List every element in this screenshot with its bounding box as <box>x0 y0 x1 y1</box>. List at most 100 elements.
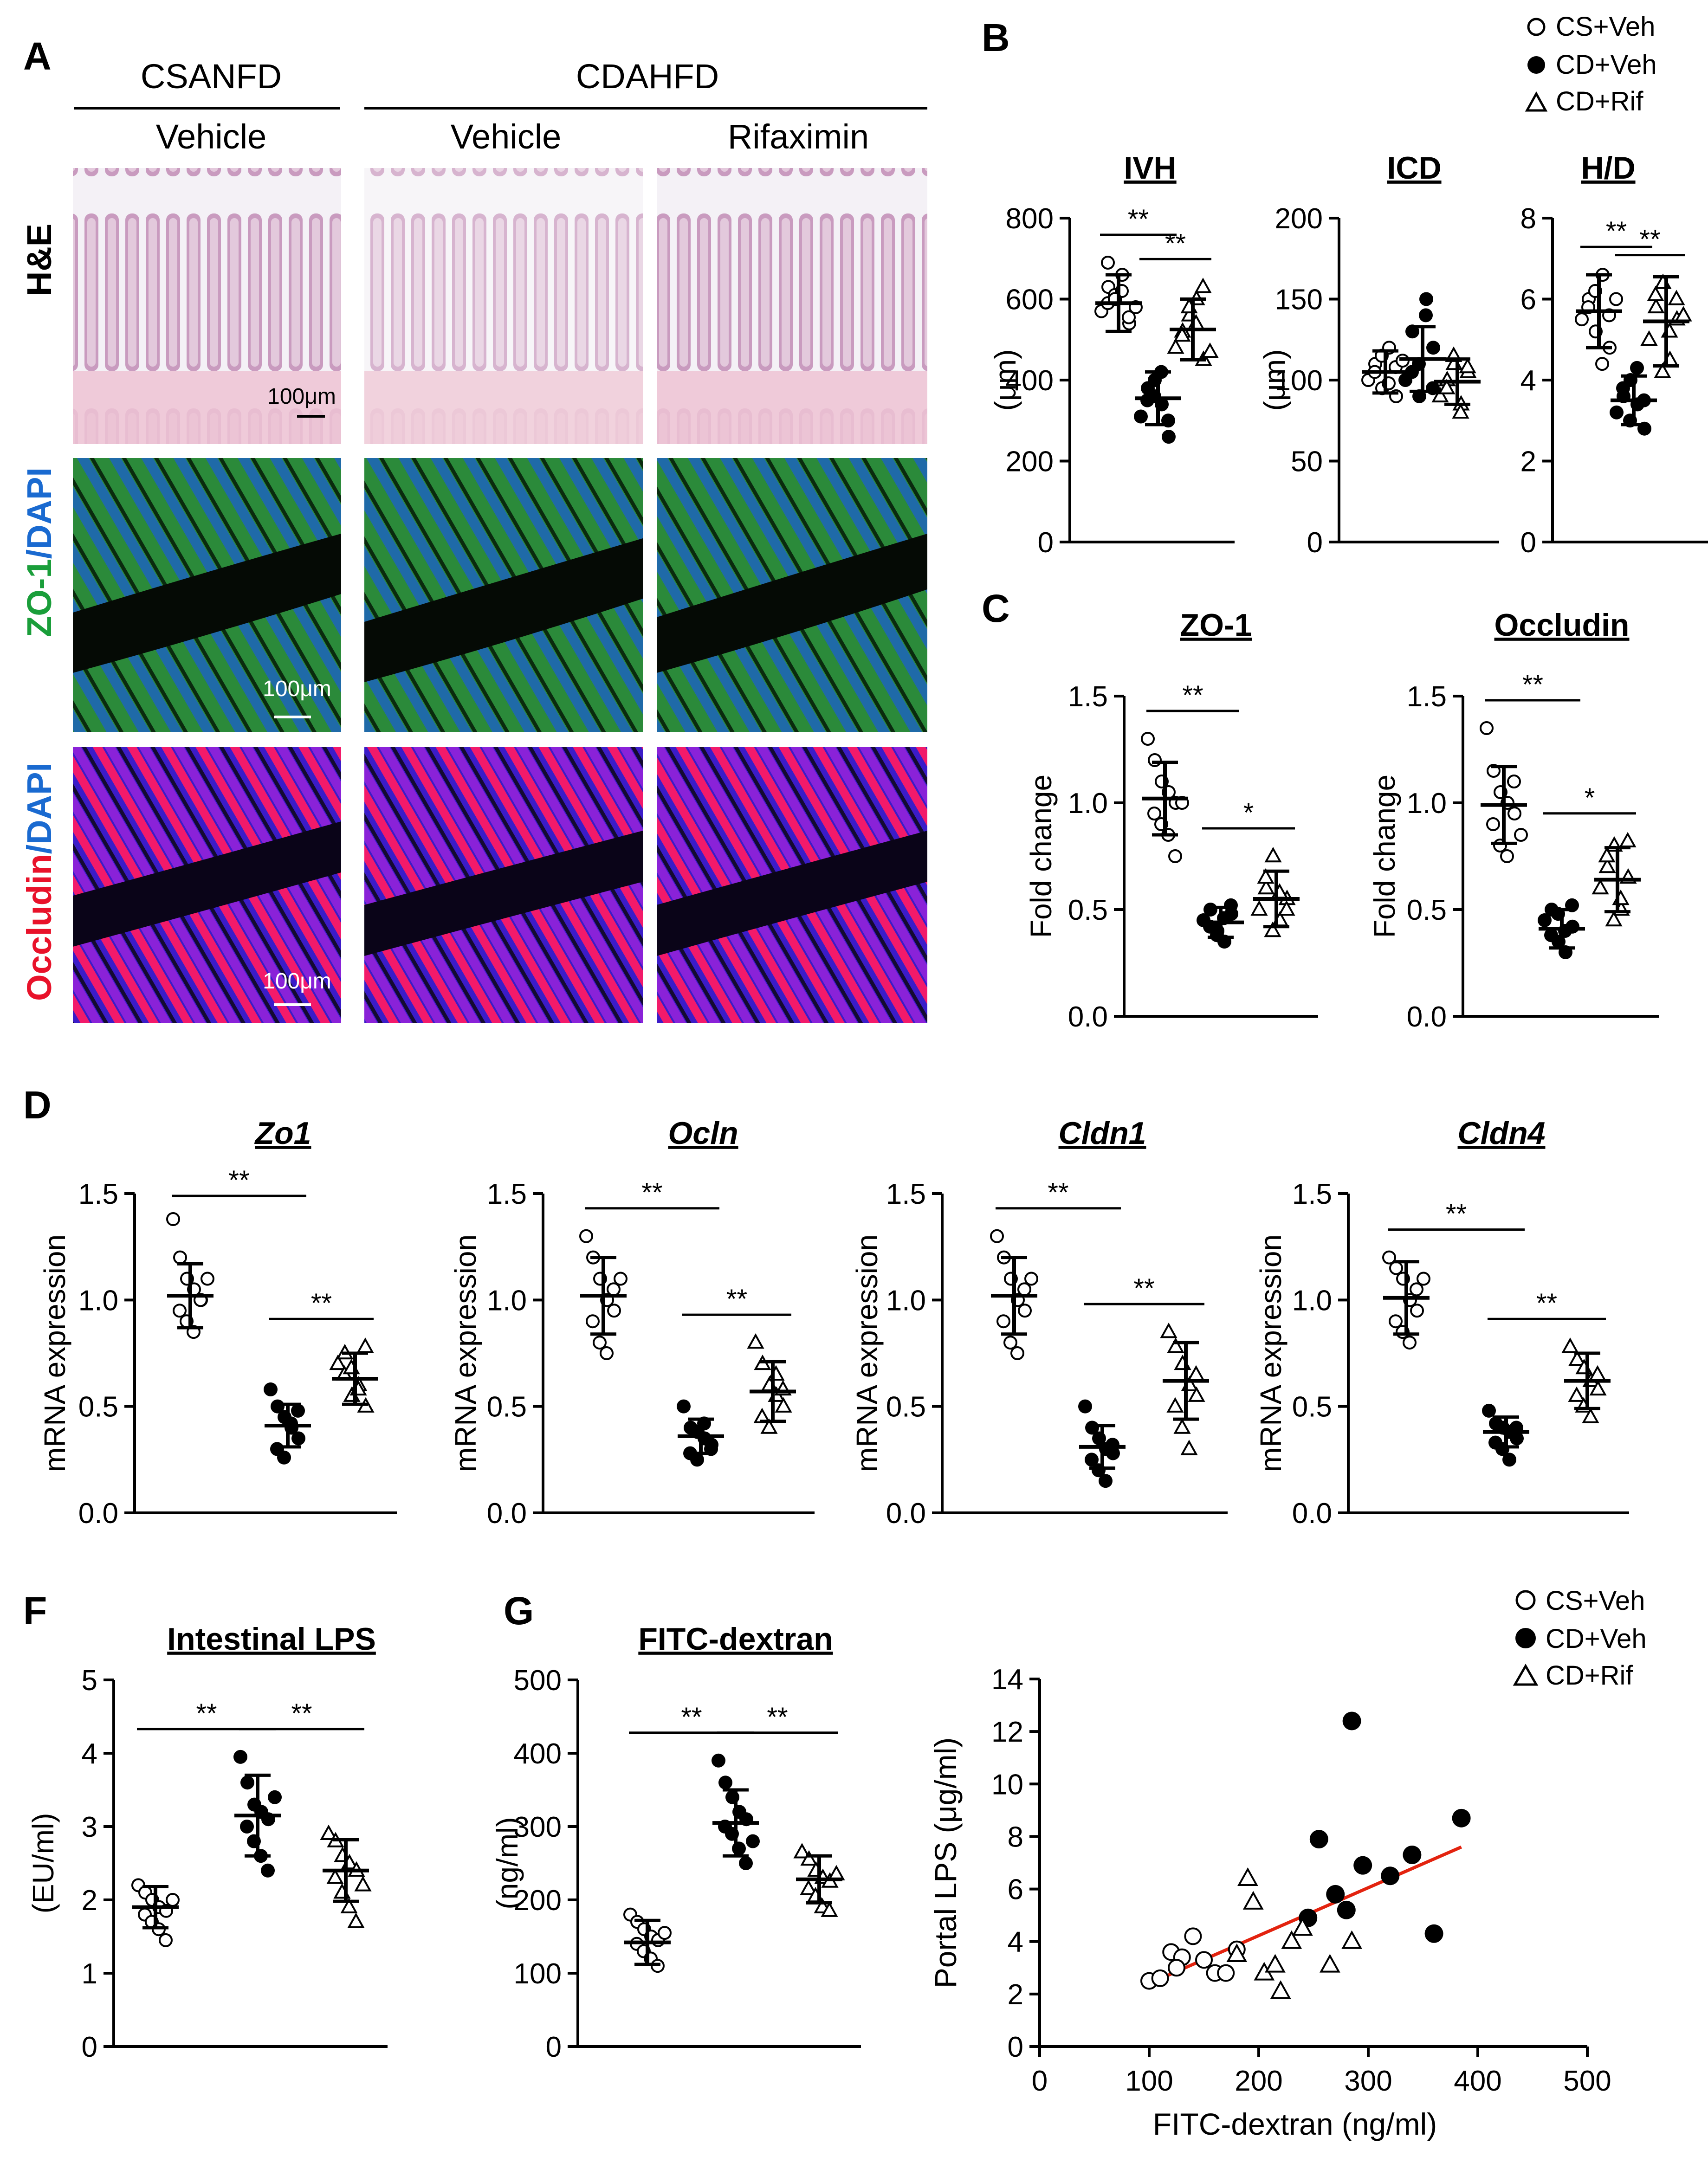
data-point-cd-rif <box>1264 921 1281 937</box>
data-point-cs-veh <box>614 1272 628 1286</box>
data-point-cd-veh <box>1078 1399 1092 1414</box>
y-tick-label: 0.5 <box>78 1391 118 1423</box>
data-point-cd-veh <box>268 1790 282 1804</box>
data-point-cs-veh <box>1195 1951 1213 1969</box>
data-point-cd-rif <box>1194 278 1212 293</box>
significance-label: ** <box>1128 204 1149 234</box>
data-point-cd-rif <box>793 1843 811 1859</box>
data-point-cd-veh <box>718 1776 732 1790</box>
data-point-cd-rif <box>800 1850 818 1866</box>
significance-label: ** <box>1536 1288 1557 1318</box>
legend-g: CS+Veh CD+Veh CD+Rif <box>1513 1586 1647 1691</box>
scale-bar-label-he: 100μm <box>267 384 336 409</box>
data-point-cd-rif <box>1654 362 1671 378</box>
data-point-cs-veh <box>173 1250 187 1265</box>
data-point-cd-rif <box>1568 1350 1586 1366</box>
significance-label: ** <box>228 1165 249 1195</box>
y-tick-label: 12 <box>991 1716 1023 1748</box>
data-point-cd-rif <box>1647 285 1664 301</box>
data-point-cd-rif <box>775 1397 792 1413</box>
y-tick-label: 0 <box>1520 527 1536 559</box>
data-point-cd-veh <box>291 1431 305 1446</box>
col-label-vehicle-cs: Vehicle <box>156 117 267 156</box>
y-tick-label: 100 <box>514 1958 562 1990</box>
y-tick-label: 0.5 <box>1292 1391 1332 1423</box>
data-point-cs-veh <box>658 1926 672 1940</box>
data-point-cd-veh <box>1502 1453 1516 1467</box>
y-tick-label: 150 <box>1275 284 1323 316</box>
data-point-cd-veh <box>261 1863 275 1878</box>
y-tick-label: 3 <box>82 1811 97 1843</box>
y-tick-label: 0.0 <box>1407 1001 1447 1033</box>
data-point-cs-veh <box>1003 1336 1017 1350</box>
data-point-cs-veh <box>1389 1314 1403 1329</box>
data-point-cd-rif <box>356 1337 374 1353</box>
data-point-cs-veh <box>1507 807 1521 820</box>
data-point-cd-rif <box>1270 1980 1291 1999</box>
y-tick-label: 0 <box>1008 2031 1023 2063</box>
y-tick-label: 8 <box>1008 1821 1023 1853</box>
y-tick-label: 1.0 <box>1292 1285 1332 1317</box>
data-point-cd-rif <box>1459 357 1476 374</box>
data-point-cs-veh <box>201 1272 214 1286</box>
data-point-cs-veh <box>166 1212 180 1227</box>
legend-g-label-cs-veh: CS+Veh <box>1546 1586 1645 1616</box>
x-tick-label: 200 <box>1235 2065 1282 2097</box>
data-point-cs-veh <box>1507 775 1521 788</box>
y-tick-label: 2 <box>1520 446 1536 478</box>
y-tick-label: 0.5 <box>1407 894 1447 926</box>
data-point-cd-veh <box>746 1834 760 1848</box>
data-point-cs-veh <box>593 1336 607 1350</box>
x-tick-label: 100 <box>1125 2065 1173 2097</box>
chart-title-b2: ICD <box>1387 150 1441 186</box>
y-tick-label: 200 <box>1275 203 1323 235</box>
y-axis-label: mRNA expression <box>1254 1234 1287 1472</box>
significance-label: ** <box>1522 670 1543 700</box>
data-point-cd-veh <box>1630 361 1644 375</box>
data-point-cd-veh <box>1099 1474 1113 1488</box>
y-tick-label: 0 <box>1038 527 1054 559</box>
data-point-cd-rif <box>1598 857 1616 873</box>
data-point-cs-veh <box>607 1282 621 1297</box>
data-point-cs-veh <box>1410 1304 1424 1318</box>
significance-label: ** <box>311 1288 332 1318</box>
significance-label: ** <box>1606 216 1627 246</box>
data-point-cd-rif <box>1589 1365 1606 1381</box>
legend-g-label-cd-rif: CD+Rif <box>1546 1660 1633 1691</box>
data-point-cd-rif <box>1237 1867 1258 1886</box>
data-point-cs-veh <box>159 1933 173 1947</box>
y-tick-label: 2 <box>82 1885 97 1917</box>
y-tick-label: 1.5 <box>886 1178 926 1210</box>
y-tick-label: 1.5 <box>78 1178 118 1210</box>
data-point-cd-veh <box>1106 1438 1119 1452</box>
y-tick-label: 1.0 <box>487 1285 527 1317</box>
data-point-cd-rif <box>800 1879 817 1895</box>
col-label-rifaximin: Rifaximin <box>728 117 869 156</box>
significance-label: ** <box>1133 1273 1154 1304</box>
panel-letter-a: A <box>23 34 52 78</box>
data-point-cd-veh <box>690 1453 704 1467</box>
data-point-cd-veh <box>1544 928 1558 943</box>
data-point-cs-veh <box>1417 1272 1430 1286</box>
significance-label: ** <box>1048 1178 1068 1208</box>
significance-label: ** <box>1165 228 1186 258</box>
significance-label: ** <box>726 1284 747 1314</box>
y-tick-label: 4 <box>82 1738 97 1770</box>
data-point-cd-veh <box>1353 1856 1372 1875</box>
significance-label: ** <box>1446 1199 1467 1229</box>
y-tick-label: 1.5 <box>1068 681 1108 713</box>
col-label-vehicle-cd: Vehicle <box>451 117 562 156</box>
panel-letter-c: C <box>982 587 1010 630</box>
chart-title-f: FITC-dextran <box>638 1621 833 1657</box>
legend-top: CS+Veh CD+Veh CD+Rif <box>1525 12 1657 116</box>
y-tick-label: 0 <box>1307 527 1323 559</box>
chart-title-b3: H/D <box>1581 150 1635 186</box>
y-tick-label: 5 <box>82 1665 97 1697</box>
data-point-cd-rif <box>1160 1323 1177 1338</box>
data-point-cd-veh <box>233 1750 247 1764</box>
data-point-cd-rif <box>1167 1337 1184 1353</box>
y-tick-label: 400 <box>514 1738 562 1770</box>
data-point-cs-veh <box>1024 1272 1038 1286</box>
data-point-cd-veh <box>1419 308 1433 323</box>
